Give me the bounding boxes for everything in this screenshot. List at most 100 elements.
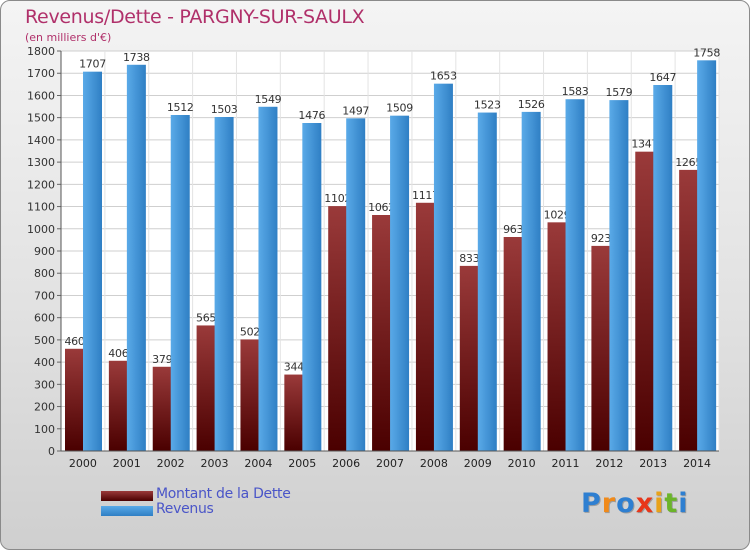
y-tick-label: 1100 [27, 201, 55, 214]
bar-debt [547, 222, 567, 451]
bar-debt [152, 366, 172, 451]
data-label-revenue: 1509 [386, 102, 413, 115]
data-label-debt: 1062 [368, 201, 395, 214]
x-tick-label: 2007 [376, 457, 404, 470]
data-label-debt: 344 [284, 361, 304, 374]
bar-revenue [302, 123, 322, 451]
bar-debt [284, 374, 304, 451]
x-tick-label: 2010 [508, 457, 536, 470]
bar-revenue [214, 117, 234, 451]
logo-letter: t [664, 488, 679, 519]
data-label-debt: 923 [591, 232, 611, 245]
chart-subtitle: (en milliers d'€) [25, 31, 112, 44]
legend-label-revenue: Revenus [156, 501, 214, 517]
data-label-revenue: 1583 [562, 85, 589, 98]
proxiti-logo: Proxiti [581, 488, 689, 519]
data-label-debt: 1347 [631, 138, 658, 151]
y-tick-label: 1600 [27, 89, 55, 102]
data-label-debt: 502 [240, 325, 260, 338]
y-tick-label: 300 [34, 378, 55, 391]
data-label-debt: 1029 [544, 208, 571, 221]
data-label-revenue: 1549 [255, 93, 282, 106]
data-label-revenue: 1497 [342, 104, 369, 117]
bar-debt [372, 215, 392, 451]
bar-debt [108, 360, 128, 451]
data-label-debt: 565 [196, 311, 216, 324]
data-label-revenue: 1707 [79, 58, 106, 71]
data-label-revenue: 1512 [167, 101, 194, 114]
y-tick-label: 600 [34, 312, 55, 325]
y-tick-label: 800 [34, 267, 55, 280]
legend-swatch-revenue [101, 506, 153, 516]
x-tick-label: 2003 [201, 457, 229, 470]
x-tick-label: 2009 [464, 457, 492, 470]
data-label-debt: 1265 [675, 156, 702, 169]
x-tick-label: 2014 [683, 457, 711, 470]
chart-title: Revenus/Dette - PARGNY-SUR-SAULX [25, 6, 365, 28]
logo-letter: o [616, 488, 636, 519]
logo-letter: i [654, 488, 665, 519]
y-tick-label: 700 [34, 289, 55, 302]
bar-revenue [346, 118, 366, 451]
bar-debt [240, 339, 260, 451]
x-tick-label: 2005 [288, 457, 316, 470]
x-tick-label: 2004 [244, 457, 272, 470]
logo-letter: r [601, 488, 617, 519]
bar-debt [459, 265, 479, 451]
bar-debt [503, 237, 523, 451]
bar-revenue [609, 100, 629, 451]
bar-revenue [433, 83, 453, 452]
y-tick-label: 500 [34, 334, 55, 347]
y-tick-label: 0 [48, 445, 55, 458]
data-label-revenue: 1476 [298, 109, 325, 122]
data-label-debt: 1102 [324, 192, 351, 205]
legend-label-debt: Montant de la Dette [156, 486, 291, 502]
bar-revenue [258, 106, 278, 452]
data-label-debt: 963 [503, 223, 523, 236]
bar-revenue [697, 60, 717, 451]
bar-debt [196, 325, 216, 451]
x-tick-label: 2013 [639, 457, 667, 470]
bar-debt [591, 245, 611, 451]
bar-revenue [653, 85, 673, 451]
y-tick-label: 100 [34, 423, 55, 436]
data-label-debt: 379 [152, 353, 172, 366]
data-label-revenue: 1738 [123, 51, 150, 64]
y-tick-label: 1200 [27, 178, 55, 191]
x-tick-label: 2000 [69, 457, 97, 470]
data-label-debt: 1117 [412, 189, 439, 202]
bar-revenue [565, 99, 585, 451]
data-label-revenue: 1653 [430, 70, 457, 83]
bar-debt [65, 348, 84, 451]
x-tick-label: 2008 [420, 457, 448, 470]
y-tick-label: 1700 [27, 67, 55, 80]
data-label-revenue: 1579 [606, 86, 633, 99]
data-label-revenue: 1647 [649, 71, 676, 84]
y-tick-label: 1300 [27, 156, 55, 169]
data-label-debt: 460 [64, 335, 84, 348]
data-label-debt: 833 [459, 252, 479, 265]
x-tick-label: 2012 [595, 457, 623, 470]
bar-debt [415, 202, 435, 451]
bar-debt [635, 151, 655, 451]
y-tick-label: 1400 [27, 134, 55, 147]
logo-letter: P [581, 488, 602, 519]
bar-revenue [126, 64, 146, 452]
x-tick-label: 2011 [551, 457, 579, 470]
data-label-revenue: 1503 [211, 103, 238, 116]
bar-debt [328, 206, 348, 451]
logo-letter: i [678, 488, 689, 519]
y-tick-label: 1000 [27, 223, 55, 236]
bar-debt [679, 169, 699, 451]
data-label-revenue: 1523 [474, 99, 501, 112]
logo-letter: x [635, 488, 655, 519]
y-tick-label: 1500 [27, 112, 55, 125]
data-label-debt: 406 [108, 347, 128, 360]
y-tick-label: 200 [34, 401, 55, 414]
data-label-revenue: 1526 [518, 98, 545, 111]
legend-swatch-debt [101, 491, 153, 501]
x-tick-label: 2001 [113, 457, 141, 470]
x-tick-label: 2002 [157, 457, 185, 470]
